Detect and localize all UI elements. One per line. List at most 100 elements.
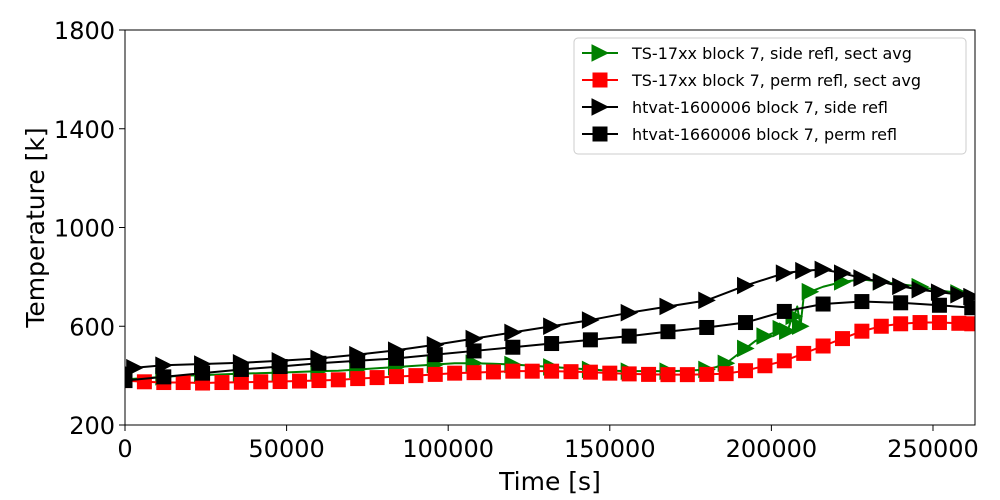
axis-ticks: 0 50000 100000 150000 200000 250000 200 600 1000… xyxy=(54,17,979,463)
legend-label: TS-17xx block 7, side refl, sect avg xyxy=(631,44,912,63)
series-1-point xyxy=(660,367,676,383)
series-3-point xyxy=(350,353,366,369)
series-1-point xyxy=(544,363,560,379)
series-1-point xyxy=(834,331,850,347)
series-3-point xyxy=(854,294,870,310)
series-3-point xyxy=(699,319,715,335)
y-axis-label: Temperature [k] xyxy=(21,127,50,328)
series-0-point xyxy=(791,317,810,336)
series-3-point xyxy=(272,358,288,374)
series-1-point xyxy=(233,374,249,390)
series-2-point xyxy=(737,276,755,295)
legend-item-0: TS-17xx block 7, side refl, sect avg xyxy=(582,44,912,63)
series-2-point xyxy=(543,317,561,336)
series-3-point xyxy=(738,315,754,331)
x-tick-label: 100000 xyxy=(402,435,494,463)
x-tick-label: 250000 xyxy=(887,435,979,463)
series-1-point xyxy=(621,366,637,382)
series-2-point xyxy=(465,329,484,348)
series-1-point xyxy=(447,365,463,381)
series-1-point xyxy=(330,372,346,388)
series-2-point xyxy=(155,356,173,375)
series-1-point xyxy=(253,374,269,390)
series-3-point xyxy=(233,361,249,377)
series-1-point xyxy=(369,370,385,386)
series-1-point xyxy=(524,363,540,379)
series-1-point xyxy=(602,365,618,381)
series-2-point xyxy=(950,285,968,304)
series-3-point xyxy=(388,350,404,366)
legend-label: TS-17xx block 7, perm refl, sect avg xyxy=(631,71,921,90)
series-2-point xyxy=(620,303,639,322)
legend-item-3: htvat-1660006 block 7, perm refl xyxy=(582,125,897,144)
series-1-point xyxy=(931,315,947,331)
series-3-point xyxy=(582,332,598,348)
legend-marker xyxy=(591,98,610,116)
legend-marker xyxy=(591,44,610,62)
legend: TS-17xx block 7, side refl, sect avg TS-1… xyxy=(573,37,967,155)
series-1-point xyxy=(350,371,366,387)
series-2-point xyxy=(872,273,891,291)
series-3-point xyxy=(776,303,792,319)
series-3-point xyxy=(156,369,172,385)
series-1-point xyxy=(912,315,928,331)
series-1-point xyxy=(718,366,734,382)
x-tick-label: 0 xyxy=(117,435,132,463)
series-1-point xyxy=(951,315,967,331)
x-tick-label: 50000 xyxy=(248,435,324,463)
series-2-point xyxy=(795,261,813,280)
legend-marker xyxy=(592,72,608,88)
series-2-point xyxy=(814,260,833,279)
legend-label: htvat-1660006 block 7, perm refl xyxy=(632,125,897,144)
legend-box xyxy=(573,37,967,155)
series-3-point xyxy=(466,343,482,359)
series-1-point xyxy=(292,373,308,389)
series-3-point xyxy=(893,295,909,311)
y-tick-label: 1400 xyxy=(54,116,115,144)
series-1-point xyxy=(641,366,657,382)
series-2-point xyxy=(853,269,872,287)
series-1-point xyxy=(485,364,501,380)
series-1-point xyxy=(796,345,812,361)
series-0-point xyxy=(737,339,755,358)
series-2-point xyxy=(892,277,910,296)
series-1-point xyxy=(893,316,909,332)
y-tick-label: 1800 xyxy=(54,17,115,45)
series-2-point xyxy=(659,297,678,316)
series-1-point xyxy=(311,373,327,389)
series-1-point xyxy=(272,374,288,390)
series-1-point xyxy=(776,353,792,369)
series-1-point xyxy=(699,366,715,382)
series-3-point xyxy=(544,336,560,352)
series-3-point xyxy=(621,328,637,344)
legend-label: htvat-1600006 block 7, side refl xyxy=(632,98,888,117)
y-tick-label: 200 xyxy=(69,412,115,440)
x-axis-label: Time [s] xyxy=(498,467,601,496)
series-3-point xyxy=(311,355,327,371)
series-1-point xyxy=(427,366,443,382)
series-1-point xyxy=(408,368,424,384)
series-2-point xyxy=(126,358,144,377)
series-1-point xyxy=(175,375,191,391)
series-2-point xyxy=(581,311,600,329)
series-1-point xyxy=(388,369,404,385)
series-0-point xyxy=(779,322,797,340)
series-1-point xyxy=(964,316,975,332)
x-tick-label: 200000 xyxy=(726,435,818,463)
series-3-point xyxy=(427,347,443,363)
series-0-point xyxy=(756,327,775,345)
series-1-point xyxy=(505,363,521,379)
legend-item-2: htvat-1600006 block 7, side refl xyxy=(582,98,888,117)
series-2-point xyxy=(833,264,852,282)
series-2-point xyxy=(775,264,794,282)
x-tick-label: 150000 xyxy=(564,435,656,463)
series-1-point xyxy=(679,367,695,383)
series-3-point xyxy=(125,373,133,389)
series-3-point xyxy=(505,339,521,355)
series-2-point xyxy=(504,323,522,342)
series-1-point xyxy=(136,374,152,390)
series-1-point xyxy=(582,364,598,380)
series-2-point xyxy=(911,280,930,299)
legend-marker xyxy=(592,126,608,142)
